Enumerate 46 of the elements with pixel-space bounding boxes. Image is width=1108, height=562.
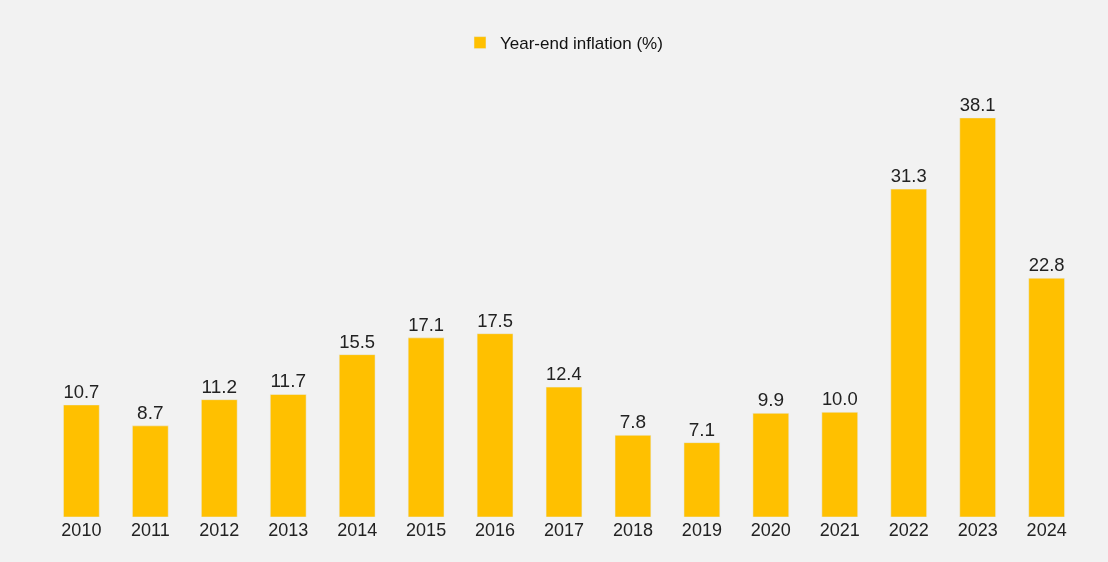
x-tick-label: 2019 <box>681 520 722 540</box>
x-tick-label: 2010 <box>61 520 102 540</box>
bar <box>407 337 445 517</box>
data-label: 22.8 <box>1028 254 1065 276</box>
data-label: 31.3 <box>890 165 927 187</box>
x-tick-label: 2013 <box>268 520 309 540</box>
bar <box>201 399 238 517</box>
bar <box>132 425 169 517</box>
x-tick-label: 2012 <box>199 520 240 540</box>
data-label: 15.5 <box>339 330 376 352</box>
x-tick-label: 2015 <box>406 520 447 540</box>
bar <box>683 442 721 517</box>
bar <box>270 394 307 517</box>
x-tick-label: 2011 <box>130 520 170 540</box>
bar <box>752 413 790 517</box>
x-tick-label: 2023 <box>957 520 998 540</box>
bar <box>338 354 376 517</box>
data-label: 12.4 <box>546 364 582 385</box>
bar <box>545 386 583 517</box>
data-label: 17.5 <box>477 309 513 331</box>
data-label: 11.2 <box>201 375 238 397</box>
bar <box>959 117 996 517</box>
x-tick-label: 2017 <box>543 520 585 540</box>
x-tick-label: 2014 <box>337 520 378 540</box>
bar <box>821 412 858 517</box>
data-label: 8.7 <box>137 401 164 423</box>
bar <box>890 188 927 517</box>
bar <box>63 404 100 517</box>
bar <box>614 435 652 517</box>
data-label: 7.8 <box>619 411 647 433</box>
data-label: 11.7 <box>270 370 306 392</box>
data-label: 7.1 <box>688 418 716 440</box>
bar <box>476 333 514 517</box>
x-tick-label: 2024 <box>1026 520 1067 540</box>
data-label: 17.1 <box>408 313 445 335</box>
x-tick-label: 2022 <box>888 520 929 540</box>
x-tick-label: 2021 <box>819 520 860 540</box>
bar <box>1028 277 1065 517</box>
x-tick-label: 2020 <box>750 520 791 540</box>
x-tick-label: 2016 <box>475 520 516 540</box>
data-label: 38.1 <box>959 94 996 116</box>
data-label: 9.9 <box>757 389 785 411</box>
legend-label: Year-end inflation (%) <box>500 34 663 54</box>
data-label: 10.7 <box>63 381 100 403</box>
x-tick-label: 2018 <box>612 520 653 540</box>
data-label: 10.0 <box>821 388 858 410</box>
